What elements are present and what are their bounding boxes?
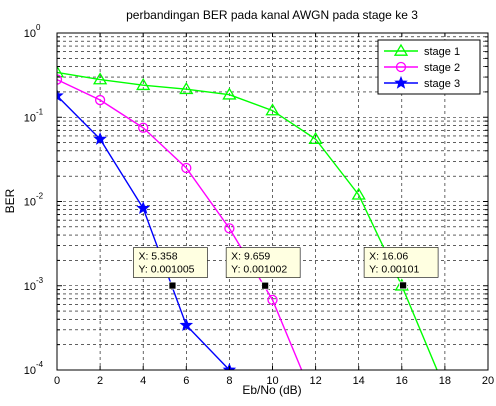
y-tick-label: 10-4 xyxy=(24,360,44,377)
data-point-triangle xyxy=(179,81,194,95)
data-point-triangle xyxy=(308,131,323,144)
datatip-marker xyxy=(261,281,270,290)
y-tick-label: 10-1 xyxy=(24,107,44,124)
y-tick-label: 100 xyxy=(24,23,41,40)
x-tick-label: 0 xyxy=(54,375,60,387)
data-point-circle xyxy=(57,74,63,85)
datatip-x-label: X: 9.659 xyxy=(231,251,270,263)
datatip-y-label: Y: 0.00101 xyxy=(369,263,419,275)
legend-label: stage 1 xyxy=(424,46,460,58)
data-point-triangle xyxy=(265,103,280,116)
x-tick-labels: 0 2 4 6 8 10 12 14 16 18 20 xyxy=(54,375,494,387)
data-point-circle xyxy=(138,122,149,133)
x-tick-label: 18 xyxy=(439,375,451,387)
datatip-marker xyxy=(168,281,177,290)
datatip-x-label: X: 16.06 xyxy=(369,250,408,262)
data-point-triangle xyxy=(351,187,366,200)
data-point-star xyxy=(93,132,107,145)
x-tick-label: 20 xyxy=(482,375,494,387)
y-tick-exponent: -2 xyxy=(36,192,44,201)
data-point-circle xyxy=(267,294,278,306)
data-point-circle xyxy=(94,94,106,106)
chart-title: perbandingan BER pada kanal AWGN pada st… xyxy=(126,8,418,22)
legend-item-stage-2: stage 2 xyxy=(384,61,460,74)
data-point-star xyxy=(394,75,408,89)
x-axis-label: Eb/No (dB) xyxy=(242,383,301,397)
legend-item-stage-1: stage 1 xyxy=(384,43,460,58)
data-point-triangle xyxy=(222,87,237,100)
y-tick-base: 10 xyxy=(24,197,36,209)
x-tick-label: 14 xyxy=(353,375,365,387)
y-tick-base: 10 xyxy=(24,112,36,124)
datatip: X: 16.06Y: 0.00101 xyxy=(363,247,439,290)
y-tick-exponent: -3 xyxy=(36,276,44,285)
x-tick-label: 8 xyxy=(226,375,232,387)
legend: stage 1 stage 2 stage 3 xyxy=(377,39,481,95)
y-tick-exponent: -1 xyxy=(36,107,44,116)
x-tick-label: 2 xyxy=(97,375,103,387)
x-tick-label: 6 xyxy=(183,375,189,387)
x-tick-label: 4 xyxy=(140,375,146,387)
data-point-star xyxy=(179,318,194,331)
series-line-stage-1 xyxy=(57,71,438,370)
series-markers xyxy=(57,65,409,370)
legend-label: stage 3 xyxy=(424,78,460,90)
y-tick-label: 10-3 xyxy=(24,276,44,293)
legend-label: stage 2 xyxy=(424,62,460,74)
datatip-y-label: Y: 0.001002 xyxy=(231,264,287,276)
y-tick-base: 10 xyxy=(24,281,36,293)
data-point-star xyxy=(136,201,150,215)
axis-ticks xyxy=(56,33,489,370)
datatip-box xyxy=(225,247,301,278)
data-point-circle xyxy=(395,61,407,73)
data-point-triangle xyxy=(393,43,409,56)
x-tick-label: 10 xyxy=(266,375,278,387)
datatip-x-label: X: 5.358 xyxy=(138,251,177,263)
datatip-y-label: Y: 0.001005 xyxy=(138,264,194,276)
legend-item-stage-3: stage 3 xyxy=(384,75,460,90)
data-point-circle xyxy=(224,223,235,234)
x-tick-label: 12 xyxy=(309,375,321,387)
y-tick-exponent: -4 xyxy=(36,360,44,369)
datatip-marker xyxy=(399,281,407,290)
y-tick-label: 10-2 xyxy=(24,192,44,209)
data-point-triangle xyxy=(57,65,65,78)
data-point-star xyxy=(57,88,64,102)
datatip-box xyxy=(133,247,208,278)
y-tick-base: 10 xyxy=(24,365,36,377)
series-line-stage-2 xyxy=(57,78,303,370)
datatip-box xyxy=(363,247,439,278)
x-tick-label: 16 xyxy=(396,375,408,387)
y-axis-label: BER xyxy=(3,188,17,213)
y-tick-base: 10 xyxy=(24,28,36,40)
data-point-triangle xyxy=(92,72,108,85)
y-tick-exponent: 0 xyxy=(36,23,41,32)
data-point-triangle xyxy=(136,77,151,91)
data-point-circle xyxy=(181,162,192,174)
